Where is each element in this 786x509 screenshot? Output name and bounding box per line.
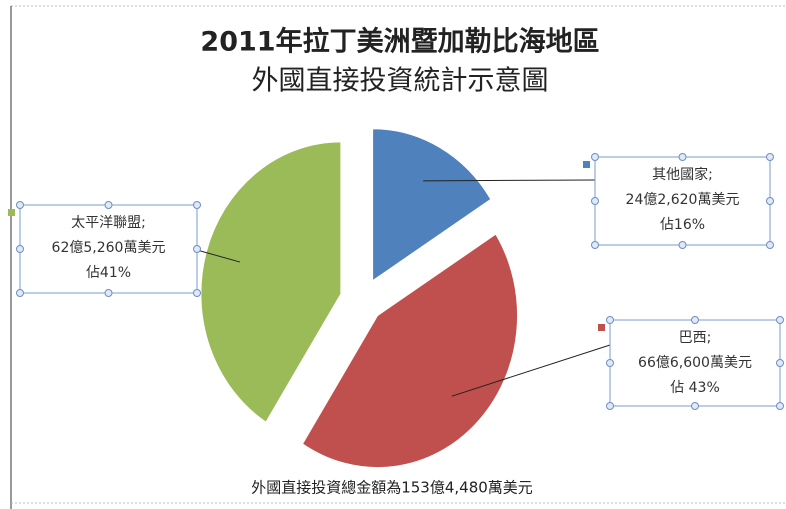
value-label: 佔 43% xyxy=(670,380,720,396)
leader-line xyxy=(196,249,241,263)
pie-slice xyxy=(372,128,492,282)
selection-handle xyxy=(776,316,784,324)
selection-handle xyxy=(776,402,784,410)
legend-key xyxy=(8,209,15,216)
pie-slice xyxy=(200,141,342,423)
amount-label: 66億6,600萬美元 xyxy=(638,355,752,371)
note: 外國直接投資總金額為153億4,480萬美元 xyxy=(251,479,533,497)
value-label: 佔41% xyxy=(86,265,131,281)
selection-handle xyxy=(16,245,24,253)
selection-handle xyxy=(193,289,201,297)
category-label: 巴西; xyxy=(679,330,712,346)
selection-handle xyxy=(678,241,687,249)
selection-handle xyxy=(606,402,614,410)
leader-line xyxy=(451,344,611,397)
amount-label: 24億2,620萬美元 xyxy=(626,192,740,208)
selection-handle xyxy=(193,245,201,253)
selection-handle xyxy=(104,289,113,297)
selection-handle xyxy=(691,316,699,324)
legend-key xyxy=(598,324,605,331)
selection-handle xyxy=(591,241,599,249)
chart-subtitle: 外國直接投資統計示意圖 xyxy=(252,66,549,97)
selection-handle xyxy=(606,359,614,367)
selection-handle xyxy=(16,201,24,209)
leader-line xyxy=(423,179,596,182)
selection-handle xyxy=(193,201,201,209)
chart-title: 2011年拉丁美洲暨加勒比海地區 xyxy=(200,26,599,58)
amount-label: 62億5,260萬美元 xyxy=(52,240,166,256)
selection-handle xyxy=(766,153,774,161)
selection-handle xyxy=(591,197,599,205)
pie-slice xyxy=(301,233,519,469)
selection-handle xyxy=(16,289,24,297)
selection-handle xyxy=(591,153,599,161)
selection-handle xyxy=(678,153,687,161)
selection-handle xyxy=(766,197,774,205)
legend-key xyxy=(583,161,590,168)
selection-handle xyxy=(691,402,699,410)
selection-handle xyxy=(776,359,784,367)
value-label: 佔16% xyxy=(660,217,705,233)
selection-handle xyxy=(104,201,113,209)
selection-handle xyxy=(766,241,774,249)
category-label: 其他國家; xyxy=(652,166,713,183)
selection-handle xyxy=(606,316,614,324)
category-label: 太平洋聯盟; xyxy=(71,215,146,231)
